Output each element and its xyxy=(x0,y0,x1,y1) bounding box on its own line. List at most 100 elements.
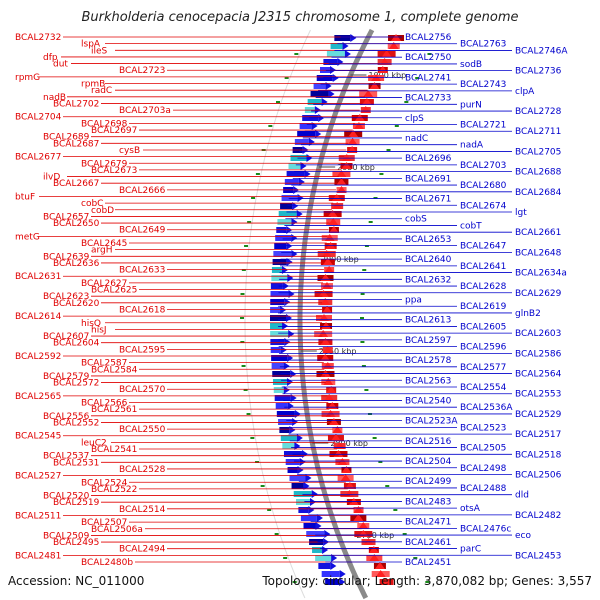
feature-right xyxy=(278,211,297,217)
left-gene-label: BCAL2537 xyxy=(43,452,89,462)
left-gene-label: BCAL2677 xyxy=(15,153,61,163)
feature-right xyxy=(281,195,298,201)
backbone-tick-label: 1000 kbp xyxy=(368,71,406,80)
feature-right xyxy=(315,555,332,561)
feature-arrow-left xyxy=(388,42,399,49)
green-tick xyxy=(267,509,272,511)
left-gene-label: BCAL2528 xyxy=(119,465,166,475)
right-gene-label: BCAL2746A xyxy=(515,46,568,56)
green-tick xyxy=(274,533,279,535)
feature-right xyxy=(277,219,292,225)
feature-arrow-right xyxy=(286,314,293,322)
left-gene-label: BCAL2625 xyxy=(91,286,137,296)
green-tick xyxy=(404,101,409,103)
feature-arrow-left xyxy=(320,298,331,305)
feature-arrow-right xyxy=(284,338,291,346)
right-gene-label: BCAL2597 xyxy=(405,336,451,346)
feature-arrow-left xyxy=(369,554,380,561)
right-gene-label: BCAL2488 xyxy=(460,484,507,494)
feature-right xyxy=(271,363,284,369)
right-gene-label: BCAL2629 xyxy=(515,289,562,299)
topology-text: Topology: circular; Length: 3,870,082 bp… xyxy=(262,574,592,588)
feature-right xyxy=(300,515,317,521)
left-gene-label: BCAL2519 xyxy=(53,498,100,508)
feature-arrow-left xyxy=(336,178,347,185)
green-tick xyxy=(276,101,281,103)
backbone-tick-label: 2800 kbp xyxy=(330,439,368,448)
left-gene-label: BCAL2703a xyxy=(119,106,171,116)
right-gene-label: BCAL2688 xyxy=(515,168,562,178)
feature-right xyxy=(270,331,289,337)
right-gene-label: BCAL2619 xyxy=(460,302,507,312)
feature-arrow-left xyxy=(375,570,386,577)
left-gene-label: BCAL2561 xyxy=(91,405,137,415)
left-gene-label: BCAL2604 xyxy=(53,339,100,349)
feature-arrow-right xyxy=(350,34,357,42)
feature-right xyxy=(321,571,340,577)
right-gene-label: BCAL2564 xyxy=(515,370,562,380)
green-tick xyxy=(246,413,251,415)
feature-right xyxy=(303,523,316,529)
feature-arrow-left xyxy=(318,290,329,297)
feature-arrow-right xyxy=(288,330,295,338)
right-gene-label: BCAL2696 xyxy=(405,154,452,164)
left-gene-label: BCAL2520 xyxy=(43,492,90,502)
feature-right xyxy=(278,419,293,425)
right-gene-label: BCAL2674 xyxy=(460,201,507,211)
left-gene-label: BCAL2495 xyxy=(53,538,99,548)
feature-arrow-right xyxy=(294,442,301,450)
feature-arrow-left xyxy=(321,250,332,257)
feature-arrow-left xyxy=(324,394,335,401)
feature-arrow-left xyxy=(344,482,355,489)
green-tick xyxy=(386,149,391,151)
right-gene-label: dld xyxy=(515,491,529,501)
green-tick xyxy=(241,365,246,367)
right-gene-label: BCAL2703 xyxy=(460,161,506,171)
left-gene-label: nadB xyxy=(43,93,66,103)
left-gene-label: BCAL2631 xyxy=(15,272,61,282)
green-tick xyxy=(255,173,260,175)
left-gene-label: ileS xyxy=(91,46,108,56)
feature-arrow-left xyxy=(321,322,332,329)
right-gene-label: nadA xyxy=(460,141,484,151)
feature-arrow-left xyxy=(337,458,348,465)
feature-right xyxy=(297,131,316,137)
left-gene-label: cysB xyxy=(119,146,140,156)
green-tick xyxy=(247,221,252,223)
feature-arrow-right xyxy=(280,346,287,354)
left-gene-label: BCAL2679 xyxy=(81,159,128,169)
right-gene-label: BCAL2517 xyxy=(515,430,561,440)
feature-right xyxy=(270,283,283,289)
right-gene-label: BCAL2613 xyxy=(405,316,451,326)
green-tick xyxy=(394,125,399,127)
right-gene-label: BCAL2641 xyxy=(460,262,506,272)
right-gene-label: otsA xyxy=(460,504,481,514)
green-tick xyxy=(360,293,365,295)
feature-right xyxy=(270,339,285,345)
feature-right xyxy=(293,491,312,497)
left-gene-label: BCAL2607 xyxy=(43,332,89,342)
left-gene-label: BCAL2522 xyxy=(91,485,137,495)
green-tick xyxy=(361,365,366,367)
feature-arrow-left xyxy=(348,130,359,137)
green-tick xyxy=(364,389,369,391)
right-gene-label: BCAL2661 xyxy=(515,228,561,238)
green-tick xyxy=(425,581,430,583)
feature-arrow-left xyxy=(322,346,333,353)
right-gene-label: BCAL2553 xyxy=(515,390,561,400)
left-gene-label: BCAL2565 xyxy=(15,392,61,402)
backbone-tick-label: 2950 kbp xyxy=(337,163,375,172)
green-tick xyxy=(415,77,420,79)
feature-right xyxy=(310,91,329,97)
right-gene-label: BCAL2586 xyxy=(515,349,562,359)
green-tick xyxy=(292,581,297,583)
left-gene-label: hisQ xyxy=(81,319,101,329)
right-gene-label: BCAL2756 xyxy=(405,33,452,43)
feature-right xyxy=(272,259,287,265)
left-gene-label: metG xyxy=(15,232,40,242)
left-gene-label: BCAL2704 xyxy=(15,113,62,123)
feature-right xyxy=(287,467,298,473)
right-gene-label: BCAL2647 xyxy=(460,242,506,252)
feature-right xyxy=(280,203,293,209)
feature-right xyxy=(326,51,345,57)
